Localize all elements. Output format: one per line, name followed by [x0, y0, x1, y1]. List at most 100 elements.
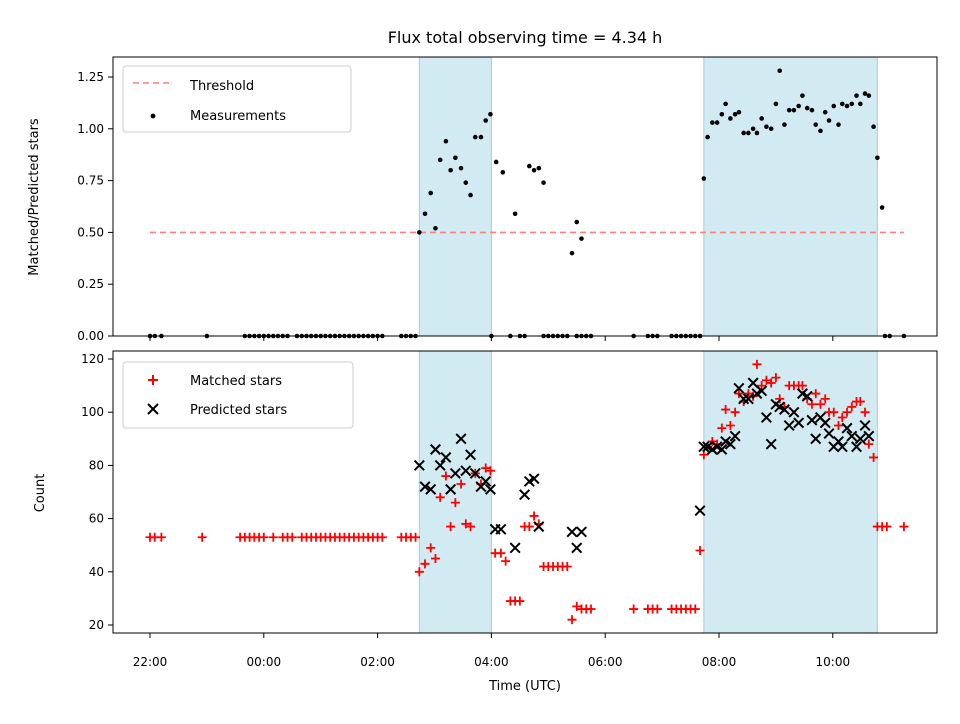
matched-star-point: [268, 532, 278, 542]
matched-star-point: [847, 402, 857, 412]
measurement-point: [478, 134, 484, 140]
measurement-point: [448, 167, 453, 173]
matched-star-point: [837, 413, 847, 423]
y-tick-label: 40: [89, 565, 104, 579]
predicted-star-point: [566, 526, 578, 538]
matched-legend-label: Matched stars: [190, 374, 282, 389]
matched-star-point: [524, 522, 534, 532]
predicted-star-point: [756, 385, 768, 397]
predicted-star-point: [519, 489, 531, 501]
matched-star-point: [707, 436, 717, 446]
matched-star-point: [446, 522, 456, 532]
predicted-star-point: [509, 542, 521, 554]
predicted-star-point: [724, 438, 736, 450]
predicted-star-point: [575, 526, 587, 538]
measurement-point: [844, 103, 850, 109]
measurement-point: [836, 122, 841, 127]
measurement-point: [443, 138, 449, 144]
matched-star-point: [734, 389, 744, 399]
predicted-legend-label: Predicted stars: [190, 403, 287, 418]
predicted-star-point: [429, 443, 441, 455]
top-panel-title: Flux total observing time = 4.34 h: [388, 28, 663, 47]
measurement-point: [804, 105, 810, 111]
predicted-star-point: [819, 417, 831, 429]
y-tick-label: 80: [89, 458, 104, 472]
matched-star-point: [420, 559, 430, 569]
measurements-layer: [147, 68, 907, 339]
measurement-point: [854, 93, 859, 98]
matched-star-point: [435, 492, 445, 502]
predicted-star-point: [413, 459, 425, 471]
x-tick-label: 02:00: [360, 655, 395, 669]
predicted-star-point: [469, 467, 481, 479]
predicted-star-point: [778, 404, 790, 416]
y-tick-label: 60: [89, 512, 104, 526]
matched-star-point: [690, 604, 700, 614]
x-tick-label: 04:00: [474, 655, 509, 669]
matched-star-point: [815, 399, 825, 409]
predicted-star-point: [783, 419, 795, 432]
measurement-point: [714, 120, 720, 125]
matched-star-point: [695, 546, 705, 556]
predicted-star-point: [440, 451, 452, 463]
matched-star-point: [820, 394, 830, 404]
measurement-point: [858, 101, 863, 107]
matched-legend-swatch: [148, 375, 158, 385]
predicted-star-point: [738, 393, 750, 405]
predicted-star-point: [698, 441, 710, 453]
measurement-point: [782, 122, 787, 127]
y-tick-label: 20: [89, 618, 104, 632]
predicted-star-point: [846, 430, 858, 442]
top-panel-frame: [112, 56, 938, 337]
top-legend-box: [122, 65, 352, 133]
x-axis-label: Time (UTC): [488, 679, 561, 694]
measurement-point: [453, 155, 458, 161]
x-tick-label: 10:00: [816, 655, 851, 669]
y-tick-label: 100: [81, 405, 104, 419]
matched-star-point: [567, 615, 577, 625]
measurement-point: [875, 155, 880, 161]
measurement-point: [786, 107, 792, 113]
measurement-point: [796, 103, 801, 109]
measurement-point: [527, 163, 532, 169]
matched-star-point: [377, 532, 387, 542]
measurement-point: [866, 93, 872, 98]
measurement-point: [754, 130, 760, 136]
measurement-point: [512, 211, 518, 217]
predicted-star-point: [859, 419, 871, 432]
predicted-star-point: [571, 542, 583, 554]
matched-star-point: [629, 604, 639, 614]
matched-star-point: [721, 405, 731, 415]
predicted-star-point: [716, 443, 728, 455]
matched-star-point: [481, 463, 491, 473]
highlight-span: [703, 350, 878, 634]
matched-star-point: [197, 532, 207, 542]
predicted-star-point: [533, 521, 545, 533]
measurements-legend-swatch: [150, 113, 156, 119]
measurement-point: [500, 170, 506, 175]
measurement-point: [800, 93, 805, 98]
top-x-ticks: [149, 336, 834, 341]
measurement-point: [764, 124, 769, 130]
matched-star-point: [466, 522, 476, 532]
measurement-point: [818, 128, 823, 134]
threshold-legend-label: Threshold: [189, 79, 254, 94]
predicted-star-point: [747, 377, 759, 389]
predicted-star-point: [810, 433, 822, 445]
measurement-point: [777, 68, 782, 74]
x-tick-label: 08:00: [702, 655, 737, 669]
measurement-point: [826, 118, 832, 123]
predicted-star-point: [484, 483, 496, 495]
measurement-point: [839, 101, 845, 107]
predicted-star-point: [694, 505, 706, 517]
x-tick-label: 22:00: [133, 655, 168, 669]
measurement-point: [458, 165, 464, 171]
measurement-point: [849, 101, 855, 107]
measurement-point: [741, 130, 746, 136]
matched-star-point: [456, 479, 466, 489]
predicted-star-point: [765, 438, 777, 450]
measurement-point: [773, 101, 779, 107]
measurement-point: [879, 205, 885, 210]
highlight-span: [418, 350, 492, 634]
